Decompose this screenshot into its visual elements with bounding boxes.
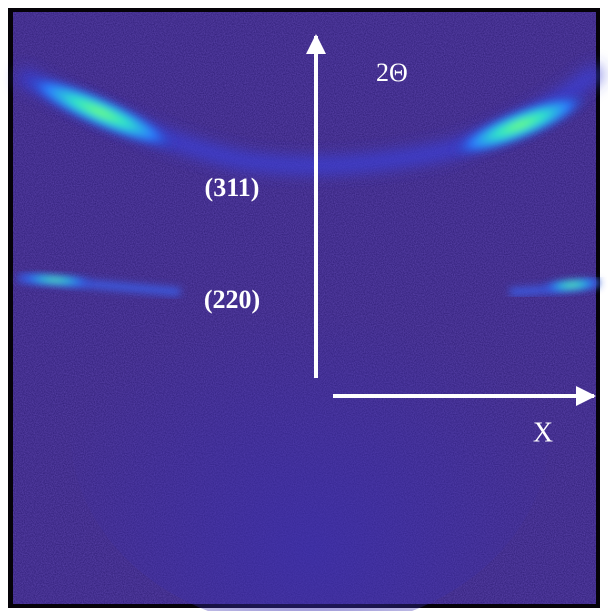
x-label: X (533, 417, 553, 448)
diffraction-image: 2Θ (311) (220) X (0, 0, 608, 611)
peak-311-label: (311) (205, 173, 260, 202)
page: 2Θ (311) (220) X (() => { const data = J… (0, 0, 608, 611)
peak-220-label: (220) (204, 285, 260, 314)
two-theta-label: 2Θ (376, 58, 408, 87)
